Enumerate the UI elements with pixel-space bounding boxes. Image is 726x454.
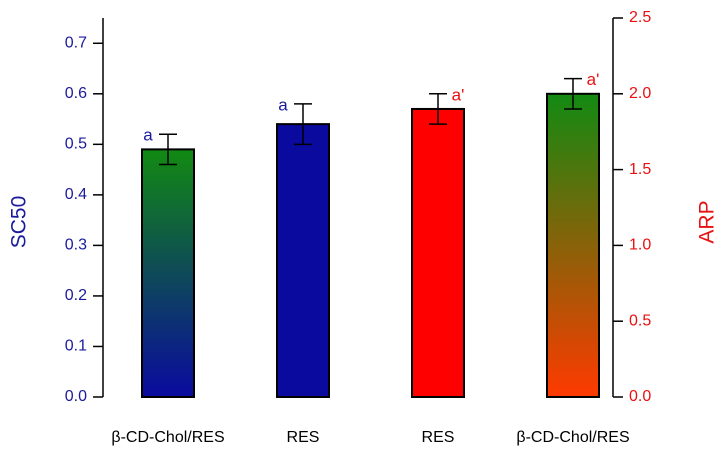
y2-tick-label: 2.5 — [629, 9, 651, 26]
annotation: a' — [452, 85, 465, 104]
annotation: a — [278, 95, 288, 114]
bar — [411, 107, 465, 399]
y2-tick-label: 2.0 — [629, 85, 651, 102]
y-tick-label: 0.7 — [65, 34, 87, 51]
y-tick-label: 0.5 — [65, 136, 87, 153]
x-tick-label: RES — [422, 429, 455, 446]
y-tick-label: 0.4 — [65, 186, 87, 203]
x-tick-label: RES — [287, 429, 320, 446]
y-tick-label: 0.6 — [65, 85, 87, 102]
y-tick-label: 0.1 — [65, 338, 87, 355]
bar — [141, 148, 195, 398]
x-tick-label: β-CD-Chol/RES — [111, 429, 224, 446]
y-tick-label: 0.0 — [65, 388, 87, 405]
bar — [546, 92, 600, 399]
y2-tick-label: 1.5 — [629, 161, 651, 178]
x-tick-label: β-CD-Chol/RES — [516, 429, 629, 446]
y-axis-label: SC50 — [8, 196, 31, 249]
y2-axis-label: ARP — [696, 200, 719, 243]
y-tick-label: 0.3 — [65, 237, 87, 254]
y2-tick-label: 1.0 — [629, 237, 651, 254]
y-tick-label: 0.2 — [65, 287, 87, 304]
y2-tick-label: 0.5 — [629, 312, 651, 329]
annotation: a' — [587, 70, 600, 89]
y2-tick-label: 0.0 — [629, 388, 651, 405]
annotation: a — [143, 126, 153, 145]
bar — [276, 123, 330, 399]
